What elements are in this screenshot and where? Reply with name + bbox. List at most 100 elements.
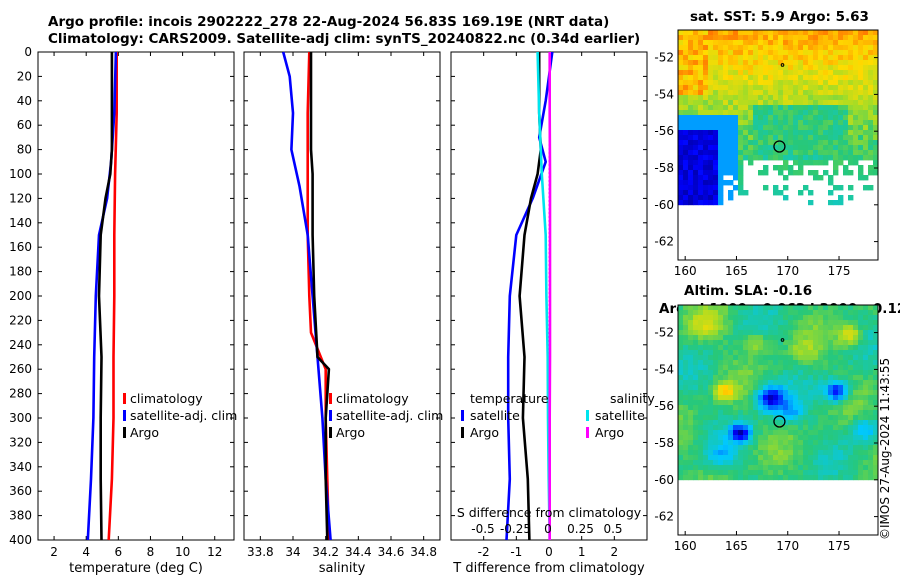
salinity-difference-label: S difference from climatology [457, 505, 642, 520]
sst-map-ytick-label: -60 [654, 198, 674, 212]
sla-map-xtick-label: 160 [674, 539, 697, 553]
temperature-xtick-label: 4 [82, 545, 90, 559]
depth-tick-label: 160 [9, 240, 32, 254]
sla-map-ytick-label: -56 [654, 399, 674, 413]
legend-label: Argo [130, 425, 159, 440]
legend-label: satellite [595, 408, 645, 423]
series-line-satellite-adj-clim [281, 51, 332, 541]
sla-map-field [678, 305, 879, 481]
legend-swatch [123, 393, 126, 404]
depth-tick-label: 200 [9, 289, 32, 303]
salinity-diff-tick-label: 0.25 [567, 522, 594, 536]
depth-tick-label: 100 [9, 167, 32, 181]
sst-map-xtick-label: 170 [776, 264, 799, 278]
depth-tick-label: 180 [9, 265, 32, 279]
legend-label: Argo [470, 425, 499, 440]
depth-tick-label: 340 [9, 460, 32, 474]
depth-tick-label: 120 [9, 191, 32, 205]
depth-tick-label: 300 [9, 411, 32, 425]
sst-map-xtick-label: 165 [725, 264, 748, 278]
sst-map-xtick-label: 160 [674, 264, 697, 278]
salinity-xtick-label: 33.8 [247, 545, 274, 559]
salinity-diff-tick-label: 0 [544, 522, 552, 536]
sla-map-xtick-label: 165 [725, 539, 748, 553]
figure-title-line1: Argo profile: incois 2902222_278 22-Aug-… [48, 14, 610, 30]
salinity-axes-box [243, 51, 441, 541]
sla-map-ytick-label: -60 [654, 473, 674, 487]
legend-label: Argo [595, 425, 624, 440]
legend-label: satellite-adj. clim [130, 408, 237, 423]
difference-xtick-label: 2 [611, 545, 619, 559]
depth-tick-label: 360 [9, 484, 32, 498]
depth-tick-label: 40 [17, 94, 32, 108]
series-line-climatology [107, 52, 118, 541]
sst-map-ytick-label: -52 [654, 51, 674, 65]
salinity-diff-tick-label: 0.5 [603, 522, 622, 536]
sla-map-ytick-label: -62 [654, 510, 674, 524]
legend-swatch [586, 427, 589, 438]
sla-map-xtick-label: 175 [828, 539, 851, 553]
series-line-argo [97, 52, 114, 541]
legend-label: satellite-adj. clim [336, 408, 443, 423]
depth-tick-label: 0 [24, 45, 32, 59]
sla-map-small-marker [780, 338, 785, 342]
legend-label: climatology [336, 391, 409, 406]
temperature-xtick-label: 12 [207, 545, 222, 559]
sst-map-axes-box [677, 29, 879, 261]
salinity-xtick-label: 34 [285, 545, 300, 559]
legend-label: climatology [130, 391, 203, 406]
figure-title-line2: Climatology: CARS2009. Satellite-adj cli… [48, 31, 641, 47]
legend-swatch [461, 427, 464, 438]
depth-tick-label: 320 [9, 435, 32, 449]
sla-map-title: Altim. SLA: -0.16 [684, 283, 813, 299]
series-line-argo [309, 52, 331, 541]
depth-tick-label: 280 [9, 387, 32, 401]
sst-map-ytick-label: -58 [654, 161, 674, 175]
difference-xtick-label: 1 [578, 545, 586, 559]
temperature-xtick-label: 6 [115, 545, 123, 559]
temperature-xtick-label: 10 [175, 545, 190, 559]
depth-tick-label: 220 [9, 313, 32, 327]
depth-tick-label: 140 [9, 216, 32, 230]
sla-map-ytick-label: -54 [654, 362, 674, 376]
difference-xtick-label: -1 [510, 545, 522, 559]
legend-swatch [329, 410, 332, 421]
legend-swatch [586, 410, 589, 421]
legend-swatch [329, 427, 332, 438]
temperature-xlabel: temperature (deg C) [69, 561, 203, 576]
sst-map-ytick-label: -56 [654, 124, 674, 138]
legend-header-salinity: salinity [610, 391, 655, 406]
salinity-diff-tick-label: -0.5 [471, 522, 494, 536]
legend-header-temperature: temperature [470, 391, 549, 406]
legend-label: Argo [336, 425, 365, 440]
sst-map-xtick-label: 175 [828, 264, 851, 278]
legend-swatch [329, 393, 332, 404]
difference-xtick-label: 0 [545, 545, 553, 559]
sst-map-small-marker [780, 63, 785, 67]
sla-map-axes-box [677, 304, 879, 536]
difference-xtick-label: -2 [478, 545, 490, 559]
temperature-axes-box [37, 51, 235, 541]
depth-tick-label: 60 [17, 118, 32, 132]
sst-map-ytick-label: -54 [654, 87, 674, 101]
depth-tick-label: 240 [9, 338, 32, 352]
legend-label: satellite [470, 408, 520, 423]
sst-map-argo-marker [773, 140, 786, 153]
depth-tick-label: 20 [17, 69, 32, 83]
series-line-temperature-satellite [505, 51, 554, 541]
salinity-xtick-label: 34.6 [378, 545, 405, 559]
salinity-xlabel: salinity [319, 561, 366, 576]
sst-map-title: sat. SST: 5.9 Argo: 5.63 [690, 9, 869, 25]
depth-tick-label: 80 [17, 143, 32, 157]
sst-map-ytick-label: -62 [654, 235, 674, 249]
salinity-xtick-label: 34.8 [410, 545, 437, 559]
difference-xlabel: T difference from climatology [452, 561, 645, 576]
salinity-xtick-label: 34.2 [312, 545, 339, 559]
depth-tick-label: 400 [9, 533, 32, 547]
salinity-diff-tick-label: -0.25 [500, 522, 531, 536]
legend-swatch [123, 427, 126, 438]
depth-tick-label: 380 [9, 509, 32, 523]
sst-map-field [678, 30, 879, 206]
sla-map-argo-marker [773, 415, 786, 428]
